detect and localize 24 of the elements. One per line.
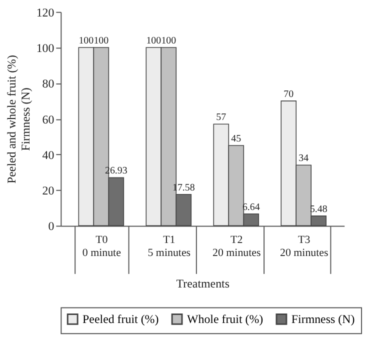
x-axis-title: Treatments [176, 276, 230, 290]
data-label: 100 [94, 36, 109, 47]
y-tick-label: 20 [42, 184, 54, 198]
y-tick-label: 40 [42, 148, 54, 162]
y-tick-label: 100 [36, 40, 54, 55]
data-label: 70 [284, 88, 294, 100]
data-label: 45 [231, 134, 242, 145]
x-tick-label: T0 0 minute [82, 234, 122, 260]
y-tick-label: 0 [48, 219, 54, 234]
x-tick-label: T1 5 minutes [148, 234, 191, 260]
data-label: 100 [161, 36, 176, 47]
x-tick-label: T2 20 minutes [212, 234, 261, 260]
y-tick-label: 80 [42, 76, 54, 91]
data-label: 100 [78, 36, 94, 47]
legend-label: Whole fruit (%) [186, 312, 264, 326]
data-label: 57 [216, 112, 226, 124]
y-tick-label: 60 [42, 112, 54, 126]
x-tick-label: T3 20 minutes [280, 234, 328, 260]
data-label: 34 [298, 153, 309, 164]
y-axis-title: Peeled and whole fruit (%) Firmness (N) [4, 55, 32, 184]
legend-label: Peeled fruit (%) [82, 312, 159, 326]
y-tick-label: 120 [36, 5, 54, 20]
legend-label: Firmness (N) [291, 312, 355, 326]
data-label: 100 [146, 36, 162, 47]
